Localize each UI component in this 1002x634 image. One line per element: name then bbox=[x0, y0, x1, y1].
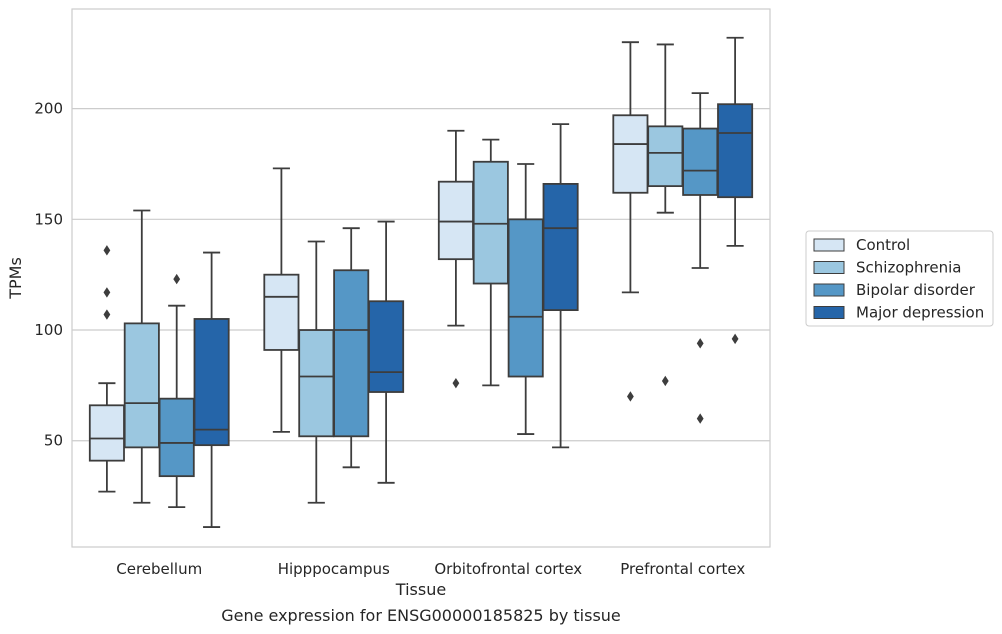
box-control bbox=[88, 245, 125, 493]
legend-label: Bipolar disorder bbox=[856, 281, 976, 299]
legend-swatch bbox=[813, 306, 845, 319]
legend-swatch bbox=[813, 261, 845, 274]
box-control bbox=[437, 129, 474, 389]
box-iqr bbox=[123, 322, 160, 449]
plot-frame bbox=[71, 8, 771, 548]
box-iqr bbox=[717, 103, 754, 199]
box-schizophrenia bbox=[123, 209, 160, 504]
box-control bbox=[263, 167, 300, 433]
box-iqr bbox=[647, 125, 684, 188]
chart-caption: Gene expression for ENSG00000185825 by t… bbox=[221, 606, 621, 625]
box-bipolar-disorder bbox=[333, 227, 370, 469]
box-groups bbox=[88, 36, 754, 528]
outlier-point bbox=[173, 273, 181, 285]
x-tick-labels: Cerebellum Hipppocampus Orbitofrontal cort… bbox=[116, 560, 745, 578]
box-iqr bbox=[612, 114, 649, 194]
legend-label: Schizophrenia bbox=[856, 259, 961, 277]
box-iqr bbox=[507, 218, 544, 378]
legend-swatch bbox=[813, 238, 845, 252]
box-major-depression bbox=[717, 36, 754, 345]
box-control bbox=[612, 41, 649, 402]
y-tick-label: 100 bbox=[34, 321, 63, 339]
box-iqr bbox=[542, 183, 579, 312]
legend: Control Schizophrenia Bipolar disorder Majo… bbox=[805, 230, 994, 327]
outlier-point bbox=[103, 309, 111, 320]
box-iqr bbox=[298, 329, 335, 438]
legend-items: Control Schizophrenia Bipolar disorder Majo… bbox=[813, 236, 984, 322]
outlier-point bbox=[661, 375, 669, 387]
box-iqr bbox=[88, 404, 125, 462]
x-tick-label: Cerebellum bbox=[116, 560, 202, 578]
box-bipolar-disorder bbox=[507, 163, 544, 435]
outlier-point bbox=[731, 333, 739, 345]
box-iqr bbox=[368, 300, 405, 393]
box-major-depression bbox=[193, 251, 230, 528]
x-tick-label: Hipppocampus bbox=[278, 560, 390, 578]
y-tick-label: 150 bbox=[34, 210, 63, 228]
x-axis-label: Tissue bbox=[395, 580, 446, 599]
box-schizophrenia bbox=[298, 240, 335, 504]
y-axis-label: TPMs bbox=[6, 257, 25, 300]
box-iqr bbox=[333, 269, 370, 438]
legend-label: Major depression bbox=[856, 304, 984, 322]
box-iqr bbox=[682, 127, 719, 196]
legend-swatch bbox=[813, 283, 845, 297]
box-schizophrenia bbox=[472, 138, 509, 387]
box-major-depression bbox=[542, 123, 579, 449]
outlier-point bbox=[696, 413, 704, 424]
outlier-point bbox=[696, 338, 704, 349]
x-tick-label: Orbitofrontal cortex bbox=[434, 560, 582, 578]
outlier-point bbox=[103, 287, 111, 298]
y-tick-labels: 50 100 150 200 bbox=[34, 100, 63, 450]
box-schizophrenia bbox=[647, 43, 684, 387]
box-major-depression bbox=[368, 220, 405, 484]
x-tick-label: Prefrontal cortex bbox=[620, 560, 745, 578]
y-tick-label: 50 bbox=[44, 432, 63, 450]
box-iqr bbox=[263, 273, 300, 351]
box-iqr bbox=[158, 397, 195, 478]
outlier-point bbox=[627, 391, 634, 402]
outlier-point bbox=[103, 245, 111, 256]
box-bipolar-disorder bbox=[682, 92, 719, 424]
box-iqr bbox=[437, 180, 474, 261]
legend-frame bbox=[805, 230, 994, 327]
box-iqr bbox=[193, 318, 230, 447]
box-bipolar-disorder bbox=[158, 273, 195, 509]
legend-label: Control bbox=[856, 236, 910, 254]
box-iqr bbox=[472, 160, 509, 285]
outlier-point bbox=[452, 377, 460, 389]
y-tick-label: 200 bbox=[34, 100, 63, 118]
